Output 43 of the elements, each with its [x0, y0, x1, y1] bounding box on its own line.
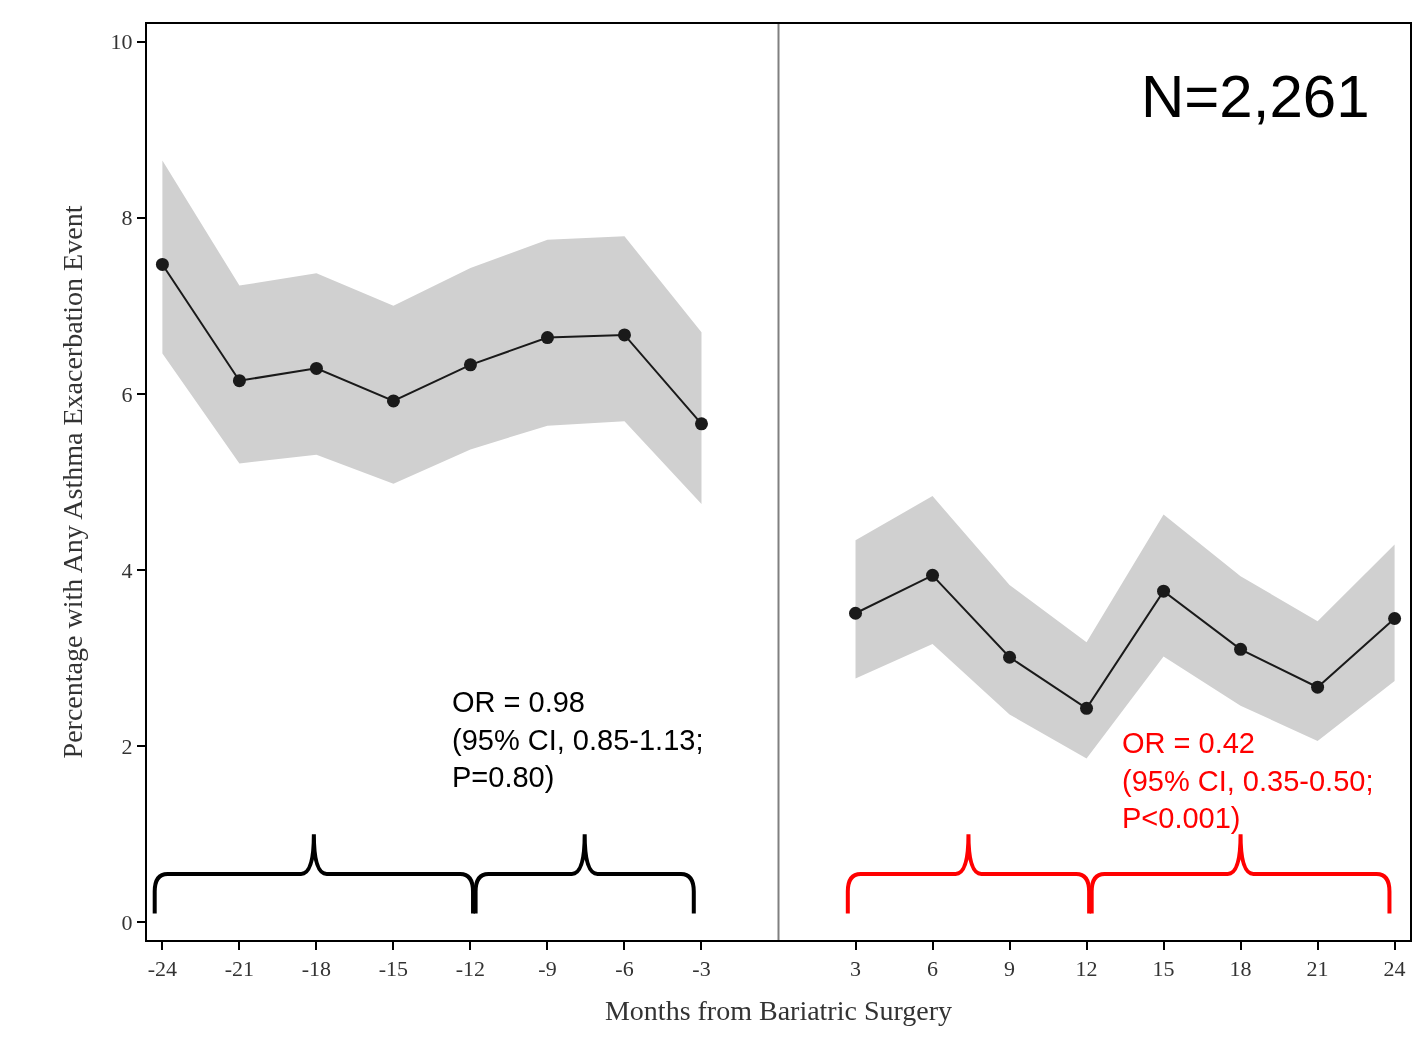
x-tick-label: 9 [1004, 956, 1016, 982]
point [309, 361, 323, 375]
x-tick-label: 15 [1152, 956, 1175, 982]
point [155, 257, 169, 271]
x-tick-label: -24 [147, 956, 178, 982]
point [617, 328, 631, 342]
point [463, 358, 477, 372]
point [1388, 612, 1402, 626]
y-tick-label: 0 [121, 910, 133, 936]
x-tick-label: 3 [850, 956, 862, 982]
x-tick-label: -18 [301, 956, 332, 982]
x-axis-title: Months from Bariatric Surgery [604, 995, 953, 1026]
x-tick-label: -15 [378, 956, 409, 982]
x-tick-label: -3 [692, 956, 711, 982]
point [1157, 584, 1171, 598]
x-tick-label: -6 [615, 956, 634, 982]
point [540, 331, 554, 345]
y-tick-label: 2 [121, 733, 133, 759]
y-tick-label: 4 [121, 557, 133, 583]
x-tick-label: 6 [927, 956, 939, 982]
point [1234, 642, 1248, 656]
x-tick-label: 21 [1306, 956, 1329, 982]
point [849, 606, 863, 620]
point [1003, 650, 1017, 664]
point [232, 374, 246, 388]
x-tick-label: 24 [1383, 956, 1406, 982]
point [926, 568, 940, 582]
x-tick-label: 12 [1075, 956, 1098, 982]
annotation: N=2,261 [1141, 63, 1370, 130]
annotation: OR = 0.42 (95% CI, 0.35-0.50; P<0.001) [1122, 727, 1374, 835]
y-tick-label: 10 [110, 29, 133, 55]
x-tick-label: -21 [224, 956, 255, 982]
y-tick-label: 6 [121, 381, 133, 407]
x-tick-label: -12 [455, 956, 486, 982]
y-tick-label: 8 [121, 205, 133, 231]
y-axis-title: Percentage with Any Asthma Exacerbation Event [56, 205, 88, 759]
annotation: OR = 0.98 (95% CI, 0.85-1.13; P=0.80) [452, 686, 704, 794]
x-tick-label: 18 [1229, 956, 1252, 982]
point [386, 394, 400, 408]
point [1311, 680, 1325, 694]
point [1080, 701, 1094, 715]
point [695, 417, 708, 431]
x-tick-label: -9 [538, 956, 557, 982]
